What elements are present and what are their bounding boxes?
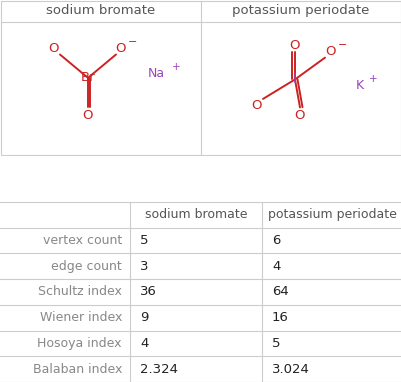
Text: Br: Br	[81, 71, 95, 84]
Text: +: +	[171, 62, 180, 72]
Text: 16: 16	[271, 311, 288, 324]
Text: Balaban index: Balaban index	[32, 363, 122, 376]
Text: 4: 4	[271, 260, 279, 273]
Text: 5: 5	[271, 337, 280, 350]
Text: sodium bromate: sodium bromate	[144, 208, 247, 221]
Text: edge count: edge count	[51, 260, 122, 273]
Text: 3.024: 3.024	[271, 363, 309, 376]
Text: −: −	[338, 40, 347, 50]
Text: O: O	[115, 42, 126, 55]
Text: +: +	[368, 74, 377, 84]
Text: sodium bromate: sodium bromate	[46, 5, 155, 18]
Text: potassium periodate: potassium periodate	[267, 208, 395, 221]
Text: −: −	[128, 37, 138, 47]
Text: Schultz index: Schultz index	[38, 285, 122, 298]
Text: K: K	[355, 79, 363, 92]
Text: Hosoya index: Hosoya index	[37, 337, 122, 350]
Text: 3: 3	[140, 260, 148, 273]
Text: O: O	[251, 99, 261, 112]
Text: 4: 4	[140, 337, 148, 350]
Text: O: O	[294, 109, 304, 122]
Text: O: O	[289, 39, 300, 52]
Text: 36: 36	[140, 285, 156, 298]
Text: 64: 64	[271, 285, 288, 298]
Text: 9: 9	[140, 311, 148, 324]
Text: O: O	[325, 45, 335, 58]
Text: 5: 5	[140, 234, 148, 247]
Text: Wiener index: Wiener index	[40, 311, 122, 324]
Text: 6: 6	[271, 234, 279, 247]
Text: potassium periodate: potassium periodate	[232, 5, 369, 18]
Text: Na: Na	[147, 68, 164, 81]
Text: O: O	[83, 109, 93, 122]
Text: vertex count: vertex count	[43, 234, 122, 247]
Text: I: I	[292, 73, 296, 86]
Text: O: O	[49, 42, 59, 55]
Text: 2.324: 2.324	[140, 363, 178, 376]
